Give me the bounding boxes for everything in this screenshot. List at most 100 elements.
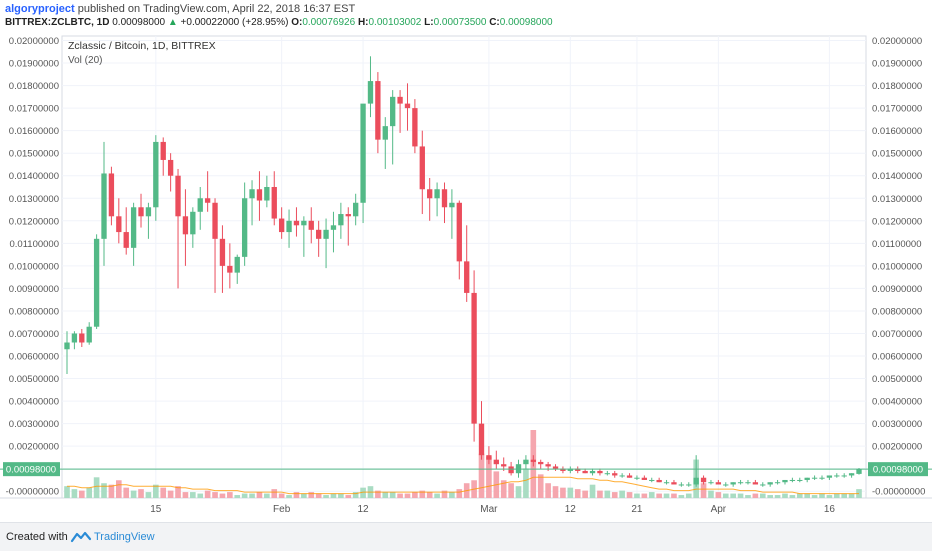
high-label: H: bbox=[357, 17, 369, 28]
candle-body bbox=[560, 468, 566, 471]
publish-info: algoryproject published on TradingView.c… bbox=[5, 3, 355, 15]
y-tick-label-right: 0.00500000 bbox=[872, 374, 922, 385]
y-tick-label-left: 0.01300000 bbox=[9, 194, 59, 205]
volume-bar bbox=[774, 495, 781, 498]
candle-body bbox=[478, 423, 485, 456]
volume-bar bbox=[656, 493, 662, 498]
open-value: 0.00076926 bbox=[302, 17, 356, 28]
volume-bar bbox=[204, 490, 211, 498]
y-tick-label-left: 0.01800000 bbox=[9, 81, 59, 92]
price-change: +0.00022000 (+28.95%) bbox=[180, 17, 289, 28]
candle-body bbox=[212, 202, 218, 239]
candle-body bbox=[693, 477, 699, 485]
candle-body bbox=[138, 207, 144, 217]
volume-bar bbox=[190, 492, 196, 498]
candle-body bbox=[819, 477, 825, 479]
volume-bar bbox=[589, 484, 596, 498]
created-with-label: Created with bbox=[6, 531, 68, 543]
chart-area[interactable]: 0.02000000 0.02000000 0.01900000 0.01900000… bbox=[0, 30, 932, 522]
tradingview-logo-icon[interactable] bbox=[70, 530, 92, 544]
volume-legend: Vol (20) bbox=[68, 55, 102, 66]
candle-body bbox=[249, 189, 255, 199]
volume-bar bbox=[145, 492, 152, 498]
volume-bar bbox=[78, 490, 85, 498]
volume-bar bbox=[515, 486, 522, 498]
candle-body bbox=[227, 265, 233, 273]
candle-body bbox=[634, 477, 640, 479]
candle-body bbox=[101, 173, 107, 239]
tradingview-brand-link[interactable]: TradingView bbox=[94, 531, 155, 543]
volume-bar bbox=[449, 492, 455, 498]
volume-bar bbox=[841, 493, 848, 498]
volume-bar bbox=[597, 490, 603, 498]
candle-body bbox=[441, 189, 448, 208]
volume-bar bbox=[389, 492, 396, 498]
volume-bar bbox=[227, 492, 233, 498]
volume-bar bbox=[715, 492, 722, 498]
y-tick-label-right: 0.01000000 bbox=[872, 261, 922, 272]
volume-bar bbox=[412, 492, 418, 498]
volume-bar bbox=[708, 490, 714, 498]
candle-body bbox=[278, 218, 285, 233]
volume-bar bbox=[759, 493, 766, 498]
candle-body bbox=[612, 473, 618, 476]
volume-bar bbox=[256, 492, 263, 498]
y-tick-label-left: 0.00700000 bbox=[9, 329, 59, 340]
candle-body bbox=[841, 475, 847, 477]
volume-bar bbox=[116, 480, 122, 498]
candle-body bbox=[715, 482, 722, 485]
low-value: 0.00073500 bbox=[433, 17, 487, 28]
candle-body bbox=[619, 475, 625, 477]
candle-body bbox=[456, 202, 462, 262]
y-tick-label-right: 0.00600000 bbox=[872, 352, 922, 363]
candle-body bbox=[190, 211, 196, 235]
volume-bar bbox=[264, 493, 270, 498]
candle-body bbox=[649, 479, 655, 481]
volume-bar bbox=[582, 490, 588, 498]
candle-body bbox=[789, 479, 796, 481]
candle-body bbox=[286, 220, 292, 233]
candle-body bbox=[167, 159, 174, 176]
close-value: 0.00098000 bbox=[499, 17, 553, 28]
y-tick-label-left: 0.01200000 bbox=[9, 216, 59, 227]
volume-bar bbox=[271, 489, 278, 498]
candle-body bbox=[116, 216, 122, 233]
volume-bar bbox=[182, 492, 189, 498]
author-link[interactable]: algoryproject bbox=[5, 3, 75, 15]
candle-body bbox=[241, 198, 248, 257]
candle-body bbox=[397, 96, 403, 104]
candle-body bbox=[360, 103, 366, 203]
candle-body bbox=[834, 475, 840, 477]
volume-bar bbox=[197, 493, 204, 498]
candle-body bbox=[752, 482, 759, 485]
volume-bar bbox=[64, 486, 70, 498]
y-tick-label-right: 0.00800000 bbox=[872, 306, 922, 317]
y-tick-label-left: 0.01900000 bbox=[9, 59, 59, 70]
candle-body bbox=[723, 484, 729, 486]
candle-body bbox=[419, 146, 425, 190]
volume-bar bbox=[249, 493, 255, 498]
x-tick-label: 12 bbox=[565, 504, 577, 515]
y-tick-label-right: 0.01800000 bbox=[872, 81, 922, 92]
price-chart[interactable]: 0.02000000 0.02000000 0.01900000 0.01900000… bbox=[0, 30, 932, 522]
volume-bar bbox=[345, 495, 352, 498]
volume-bar bbox=[500, 480, 507, 498]
y-tick-label-left: 0.00300000 bbox=[9, 419, 59, 430]
plot-frame bbox=[61, 35, 867, 499]
candle-body bbox=[434, 189, 440, 199]
volume-bar bbox=[545, 483, 551, 498]
volume-bar bbox=[212, 492, 218, 498]
volume-bar bbox=[160, 487, 167, 498]
candle-body bbox=[686, 484, 692, 486]
volume-bar bbox=[286, 495, 292, 498]
volume-bar bbox=[560, 487, 566, 498]
candle-body bbox=[493, 459, 499, 465]
candle-body bbox=[523, 459, 529, 465]
candle-body bbox=[567, 468, 573, 471]
candle-body bbox=[464, 261, 470, 293]
volume-bar bbox=[537, 474, 544, 498]
candle-body bbox=[123, 232, 129, 248]
y-tick-label-right: 0.00300000 bbox=[872, 419, 922, 430]
candle-body bbox=[197, 198, 203, 212]
volume-bar bbox=[456, 489, 463, 498]
